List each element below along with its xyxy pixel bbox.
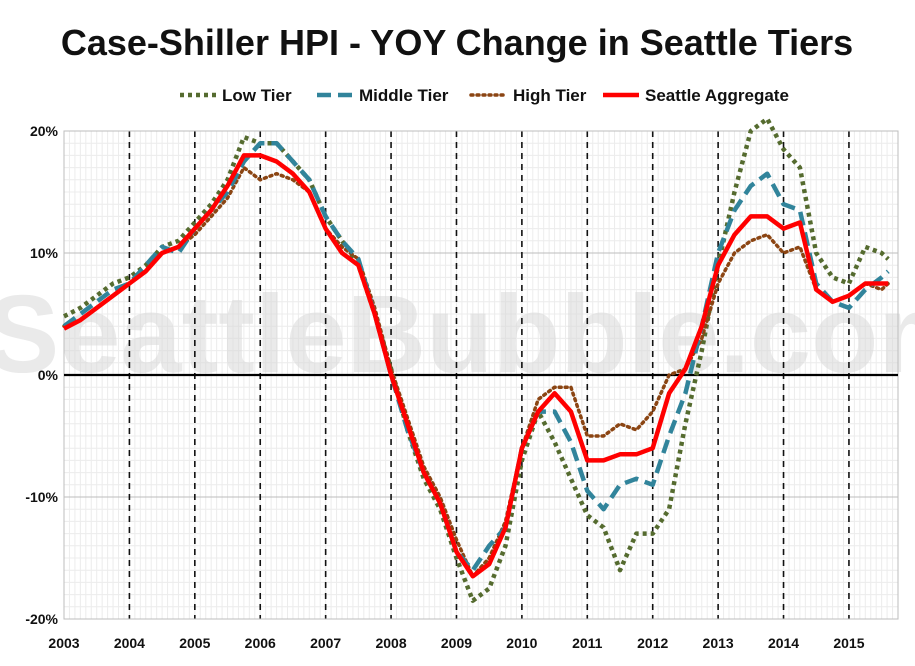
series-line-low-tier bbox=[62, 116, 890, 603]
y-tick-label: -10% bbox=[25, 489, 58, 505]
x-tick-label: 2004 bbox=[114, 635, 145, 651]
legend-label: High Tier bbox=[513, 86, 587, 105]
series-line-high-tier bbox=[62, 165, 890, 579]
y-tick-label: 20% bbox=[30, 123, 59, 139]
legend-label: Low Tier bbox=[222, 86, 292, 105]
legend-item-middle-tier: Middle Tier bbox=[317, 86, 449, 105]
x-tick-label: 2008 bbox=[375, 635, 406, 651]
legend-item-high-tier: High Tier bbox=[469, 86, 587, 105]
series-line-seattle-aggregate bbox=[62, 153, 889, 579]
y-tick-label: -20% bbox=[25, 611, 58, 627]
legend-item-seattle-aggregate: Seattle Aggregate bbox=[603, 86, 789, 105]
x-tick-label: 2013 bbox=[703, 635, 734, 651]
x-tick-label: 2010 bbox=[506, 635, 537, 651]
legend-label: Middle Tier bbox=[359, 86, 449, 105]
x-tick-label: 2014 bbox=[768, 635, 799, 651]
x-tick-label: 2009 bbox=[441, 635, 472, 651]
x-tick-label: 2005 bbox=[179, 635, 210, 651]
x-tick-label: 2011 bbox=[572, 635, 603, 651]
x-tick-label: 2015 bbox=[833, 635, 864, 651]
legend-label: Seattle Aggregate bbox=[645, 86, 789, 105]
watermark: SeattleBubble.com bbox=[0, 273, 915, 396]
x-tick-label: 2007 bbox=[310, 635, 341, 651]
plot-area: SeattleBubble.com 20% 10% 0% -10% -20% 2003 200… bbox=[0, 116, 915, 651]
legend-item-low-tier: Low Tier bbox=[180, 86, 292, 105]
x-tick-label: 2003 bbox=[48, 635, 79, 651]
x-tick-label: 2006 bbox=[245, 635, 276, 651]
y-tick-label: 0% bbox=[38, 367, 59, 383]
chart-title: Case-Shiller HPI - YOY Change in Seattle… bbox=[61, 22, 853, 63]
y-tick-label: 10% bbox=[30, 245, 59, 261]
legend: Low Tier Middle Tier High Tier Seattle Aggr… bbox=[180, 86, 789, 105]
x-tick-label: 2012 bbox=[637, 635, 668, 651]
